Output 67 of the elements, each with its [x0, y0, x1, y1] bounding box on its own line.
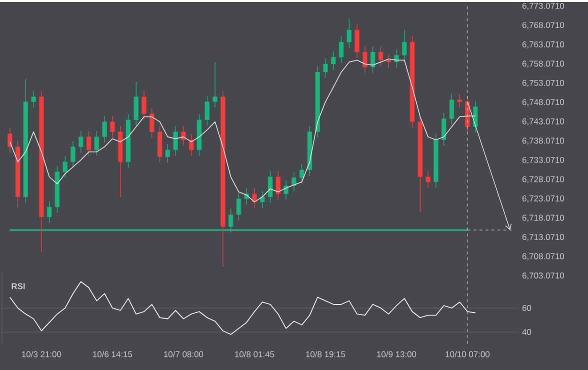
candlestick	[94, 130, 99, 156]
candlestick	[86, 130, 92, 156]
candlestick	[165, 144, 170, 163]
x-tick-label: 10/8 01:45	[235, 351, 274, 358]
candlestick	[323, 58, 328, 78]
candlestick	[426, 170, 430, 188]
candlestick	[78, 130, 84, 153]
candlestick	[276, 170, 280, 200]
candlestick	[442, 112, 446, 146]
candlestick	[260, 190, 265, 208]
candlestick	[457, 94, 462, 108]
candlestick	[473, 100, 478, 133]
candlestick	[70, 140, 76, 168]
candlestick	[110, 116, 115, 138]
y-tick-label: 6,748.0710	[522, 99, 564, 106]
candlestick	[102, 116, 107, 143]
y-tick-label: 6,733.0710	[522, 156, 564, 164]
x-tick-label: 10/6 14:15	[93, 351, 132, 358]
candlestick	[150, 108, 154, 138]
candlestick	[142, 90, 146, 120]
y-tick-label: 6,713.0710	[522, 234, 564, 241]
candlestick	[284, 180, 288, 200]
candlestick	[331, 50, 336, 70]
candlestick	[402, 30, 407, 62]
candlestick	[204, 96, 210, 126]
x-tick-label: 10/9 13:00	[377, 351, 416, 358]
y-tick-label: 6,723.0710	[522, 195, 564, 202]
candlestick	[346, 18, 352, 48]
x-tick-label: 10/3 21:00	[22, 351, 62, 358]
candlestick	[378, 46, 384, 66]
y-tick-label: 6,738.0710	[522, 138, 564, 145]
candlestick	[47, 200, 52, 224]
candlestick	[386, 54, 391, 68]
y-tick-label: 6,743.0710	[522, 118, 564, 126]
y-tick-label: 6,773.0710	[522, 2, 564, 10]
y-tick-label: 6,763.0710	[522, 41, 564, 48]
y-tick-label: 6,728.0710	[522, 176, 564, 184]
candlestick	[236, 192, 242, 221]
candlestick	[292, 172, 296, 192]
candlestick	[252, 188, 257, 208]
y-tick-label: 40	[522, 329, 532, 336]
candlestick	[449, 94, 454, 125]
x-tick-label: 10/10 07:00	[446, 351, 490, 358]
x-tick-label: 10/7 08:00	[164, 351, 204, 358]
candlestick	[173, 126, 178, 156]
candlestick	[370, 46, 376, 74]
candlestick	[212, 62, 218, 108]
candlestick	[8, 128, 12, 153]
y-tick-label: 6,718.0710	[522, 214, 564, 222]
candlestick	[362, 46, 368, 74]
y-tick-label: 6,753.0710	[522, 80, 564, 87]
x-tick-label: 10/8 19:15	[306, 351, 346, 358]
y-tick-label: 6,708.0710	[522, 253, 564, 260]
y-tick-label: 6,703.0710	[522, 272, 564, 280]
candlestick	[189, 134, 194, 156]
text: RSI	[12, 283, 25, 290]
candlestick	[300, 164, 304, 184]
candlestick	[338, 36, 344, 64]
y-tick-label: 6,768.0710	[522, 22, 564, 30]
candlestick	[31, 90, 36, 108]
y-tick-label: 60	[522, 305, 532, 312]
candlestick	[268, 170, 273, 204]
candlestick	[134, 82, 138, 126]
y-tick-label: 6,758.0710	[522, 60, 564, 68]
candlestick	[354, 24, 360, 58]
candlestick	[62, 156, 68, 178]
candlestick	[181, 126, 186, 146]
